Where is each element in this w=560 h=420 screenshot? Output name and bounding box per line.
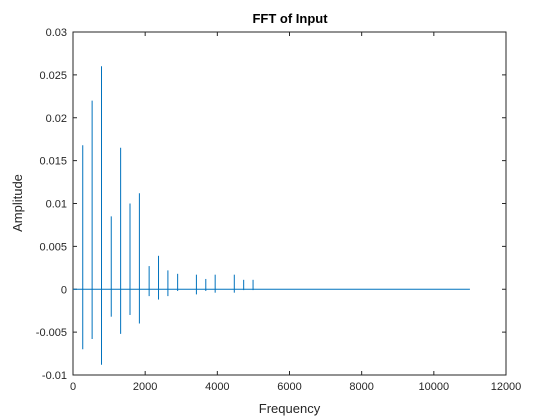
y-tick-label: 0.03: [46, 27, 67, 39]
y-tick-label: 0.02: [46, 113, 67, 125]
x-tick-label: 6000: [277, 381, 301, 393]
plot-area: [72, 31, 507, 376]
axis-ticks: 0 2000 4000 6000 8000 10000 12000 -0.01 -0.005 0 0…: [36, 27, 522, 393]
x-tick-label: 10000: [419, 381, 450, 393]
y-tick-label: 0.01: [46, 199, 67, 211]
y-axis-label: Amplitude: [10, 174, 25, 232]
x-tick-label: 0: [70, 381, 76, 393]
x-tick-label: 12000: [491, 381, 522, 393]
y-tick-label: -0.01: [42, 370, 67, 382]
x-tick-label: 2000: [133, 381, 157, 393]
y-tick-label: 0.005: [39, 241, 67, 253]
y-tick-label: 0.015: [39, 156, 67, 168]
x-tick-label: 8000: [349, 381, 373, 393]
fft-series: [73, 66, 470, 365]
y-tick-label: 0.025: [39, 70, 67, 82]
chart-title: FFT of Input: [252, 11, 328, 26]
y-tick-label: 0: [61, 284, 67, 296]
y-tick-label: -0.005: [36, 327, 67, 339]
x-axis-label: Frequency: [259, 401, 321, 416]
x-tick-label: 4000: [205, 381, 229, 393]
